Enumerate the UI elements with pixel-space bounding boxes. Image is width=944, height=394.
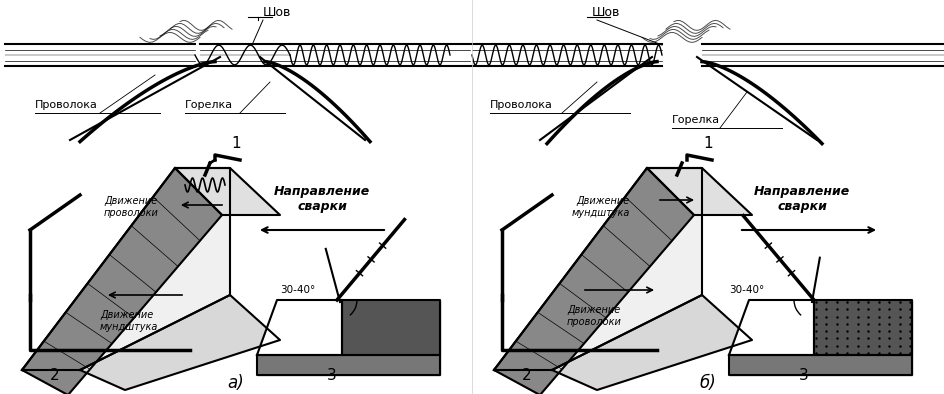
- Text: Движение
проволоки: Движение проволоки: [567, 305, 622, 327]
- Text: Направление
сварки: Направление сварки: [754, 185, 851, 213]
- Text: 2: 2: [50, 368, 59, 383]
- Polygon shape: [494, 168, 702, 370]
- Text: 3: 3: [800, 368, 809, 383]
- Text: 1: 1: [703, 136, 713, 151]
- Text: Движение
проволоки: Движение проволоки: [103, 196, 158, 217]
- Text: Проволока: Проволока: [35, 100, 98, 110]
- Polygon shape: [22, 168, 230, 370]
- Text: 1: 1: [231, 136, 241, 151]
- Text: 2: 2: [522, 368, 531, 383]
- Polygon shape: [729, 300, 814, 355]
- Text: Шов: Шов: [263, 6, 292, 19]
- Polygon shape: [647, 168, 752, 215]
- Text: Горелка: Горелка: [672, 115, 720, 125]
- Text: б): б): [700, 374, 716, 392]
- Text: а): а): [228, 374, 244, 392]
- Text: 30-40°: 30-40°: [729, 285, 765, 295]
- Text: Направление
сварки: Направление сварки: [274, 185, 370, 213]
- Polygon shape: [342, 300, 440, 355]
- Text: Проволока: Проволока: [490, 100, 553, 110]
- Polygon shape: [175, 168, 280, 215]
- Polygon shape: [257, 300, 342, 355]
- Polygon shape: [552, 295, 752, 390]
- Text: Движение
мундштука: Движение мундштука: [572, 196, 630, 217]
- Text: 3: 3: [328, 368, 337, 383]
- Text: Шов: Шов: [592, 6, 620, 19]
- Text: Горелка: Горелка: [185, 100, 233, 110]
- Polygon shape: [257, 355, 440, 375]
- Polygon shape: [814, 300, 912, 355]
- Polygon shape: [22, 168, 222, 394]
- Polygon shape: [80, 295, 280, 390]
- Text: 30-40°: 30-40°: [280, 285, 315, 295]
- Text: Движение
мундштука: Движение мундштука: [100, 310, 159, 332]
- Polygon shape: [729, 355, 912, 375]
- Polygon shape: [494, 168, 694, 394]
